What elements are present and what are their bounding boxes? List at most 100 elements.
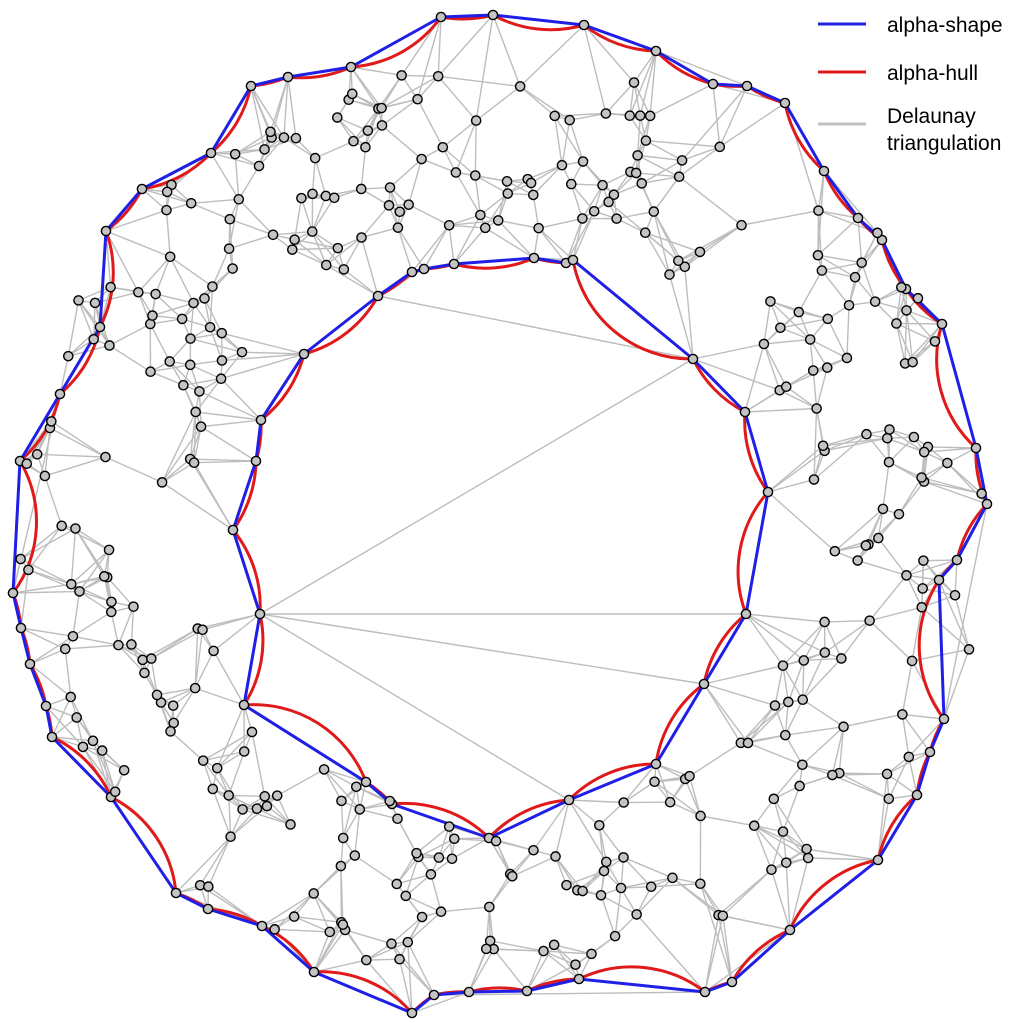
sample-point [207, 783, 219, 795]
legend-label-delaunay-line2: triangulation [887, 132, 1001, 155]
triangulation-edge [812, 370, 818, 409]
sample-point [860, 540, 872, 551]
triangulation-edge [190, 202, 231, 220]
triangulation-edge [904, 323, 943, 364]
sample-point [595, 889, 607, 901]
triangulation-edge [543, 950, 576, 966]
triangulation-edge [806, 848, 879, 861]
sample-point [514, 81, 526, 92]
triangulation-edge [29, 648, 66, 665]
triangulation-edge [895, 323, 906, 364]
triangulation-edge [51, 696, 72, 738]
triangulation-edge [216, 731, 253, 769]
sample-point [246, 726, 258, 738]
sample-point [740, 608, 752, 620]
triangulation-edge [437, 75, 477, 122]
triangulation-edge [636, 172, 680, 178]
sample-point [308, 966, 320, 978]
triangulation-edge [817, 210, 823, 271]
triangulation-edge [616, 217, 646, 234]
alpha-hull-arcs [11, 13, 989, 1016]
sample-point [411, 847, 422, 859]
sample-point [618, 852, 629, 863]
sample-point [906, 655, 918, 667]
triangulation-edge [874, 300, 907, 312]
sample-point [376, 120, 388, 131]
triangulation-edge [45, 705, 84, 748]
triangulation-edge [817, 254, 862, 264]
triangulation-edge [538, 217, 583, 229]
sample-point [216, 327, 228, 339]
triangulation-edge [272, 230, 313, 236]
sample-point [443, 821, 455, 832]
triangulation-edge [498, 219, 539, 229]
sample-point [70, 523, 81, 534]
sample-point [676, 155, 688, 166]
triangulation-edge [943, 649, 970, 720]
triangulation-edge [684, 778, 702, 817]
triangulation-edge [492, 14, 521, 87]
triangulation-edge [538, 227, 574, 261]
triangulation-edge [150, 629, 203, 660]
triangulation-edge [194, 687, 245, 706]
sample-point [207, 281, 218, 292]
triangulation-edge [105, 209, 167, 232]
sample-point [487, 9, 499, 21]
sample-point [918, 446, 930, 458]
triangulation-edge [169, 256, 213, 288]
sample-point [736, 219, 747, 231]
sample-point [118, 764, 130, 776]
sample-point [769, 700, 781, 711]
sample-point [289, 234, 300, 245]
triangulation-edge [747, 742, 803, 766]
triangulation-edge [391, 916, 423, 945]
triangulation-edge [381, 75, 439, 109]
sample-point [648, 206, 660, 217]
triangulation-edge [821, 270, 850, 306]
sample-point [780, 857, 792, 868]
triangulation-edge [405, 895, 442, 913]
sample-point [951, 554, 963, 566]
triangulation-edge [360, 204, 390, 238]
sample-point [758, 338, 770, 350]
sample-point [256, 920, 268, 932]
sample-point [164, 356, 176, 367]
triangulation-edge [637, 154, 683, 162]
legend-label-alpha-hull: alpha-hull [887, 62, 978, 85]
sample-point [161, 186, 173, 198]
triangulation-edge [228, 794, 265, 798]
triangulation-edge [398, 959, 413, 1014]
triangulation-edge [287, 76, 297, 139]
sample-point [255, 414, 267, 426]
triangulation-edge [543, 950, 580, 980]
triangulation-edge [44, 427, 51, 477]
sample-point [290, 132, 302, 144]
sample-point [394, 953, 405, 965]
sample-point [261, 800, 273, 812]
triangulation-edge [639, 50, 657, 116]
triangulation-edge [802, 657, 842, 701]
sample-point [332, 112, 343, 123]
triangulation-edge [678, 146, 721, 178]
sample-point [911, 789, 923, 801]
triangulation-edge [234, 136, 272, 155]
sample-point [577, 885, 588, 897]
sample-point [296, 192, 307, 204]
sample-point [349, 850, 361, 861]
sample-point [372, 290, 384, 302]
triangulation-edge [905, 575, 923, 608]
triangulation-edge [753, 798, 775, 827]
triangulation-edge [784, 699, 804, 736]
triangulation-edge [201, 419, 262, 428]
triangulation-edge [150, 318, 183, 325]
sample-point [238, 746, 250, 757]
sample-point [128, 601, 139, 612]
triangulation-edge [209, 286, 214, 328]
sample-point [896, 281, 907, 293]
triangulation-edge [105, 456, 163, 483]
triangulation-edge [270, 76, 289, 138]
triangulation-edge [261, 915, 295, 927]
triangulation-edge [221, 332, 305, 355]
alpha-shape-edges [11, 13, 989, 1015]
triangulation-edge [649, 50, 657, 116]
